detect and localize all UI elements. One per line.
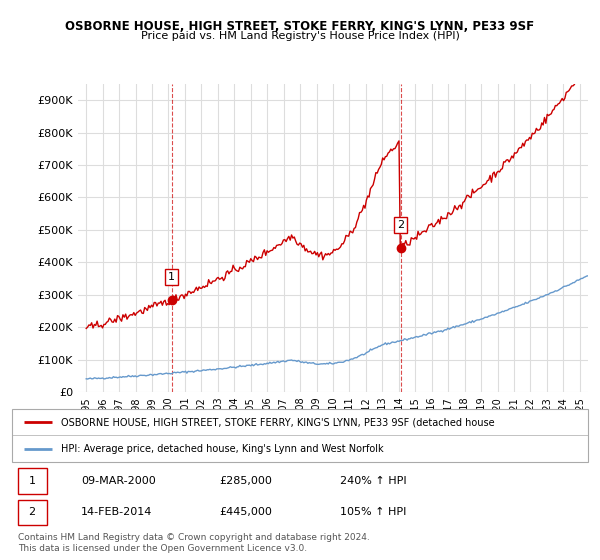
FancyBboxPatch shape: [12, 409, 588, 462]
FancyBboxPatch shape: [18, 500, 47, 525]
Text: £445,000: £445,000: [220, 507, 272, 517]
Text: 2: 2: [29, 507, 36, 517]
Text: OSBORNE HOUSE, HIGH STREET, STOKE FERRY, KING'S LYNN, PE33 9SF (detached house: OSBORNE HOUSE, HIGH STREET, STOKE FERRY,…: [61, 417, 494, 427]
Text: 09-MAR-2000: 09-MAR-2000: [81, 476, 156, 486]
Text: HPI: Average price, detached house, King's Lynn and West Norfolk: HPI: Average price, detached house, King…: [61, 444, 383, 454]
Text: £285,000: £285,000: [220, 476, 272, 486]
FancyBboxPatch shape: [18, 468, 47, 493]
Text: 2: 2: [397, 220, 404, 230]
Text: 240% ↑ HPI: 240% ↑ HPI: [340, 476, 407, 486]
Text: Contains HM Land Registry data © Crown copyright and database right 2024.
This d: Contains HM Land Registry data © Crown c…: [18, 533, 370, 553]
Text: OSBORNE HOUSE, HIGH STREET, STOKE FERRY, KING'S LYNN, PE33 9SF: OSBORNE HOUSE, HIGH STREET, STOKE FERRY,…: [65, 20, 535, 32]
Text: Price paid vs. HM Land Registry's House Price Index (HPI): Price paid vs. HM Land Registry's House …: [140, 31, 460, 41]
Text: 14-FEB-2014: 14-FEB-2014: [81, 507, 152, 517]
Text: 105% ↑ HPI: 105% ↑ HPI: [340, 507, 407, 517]
Text: 1: 1: [29, 476, 35, 486]
Text: 1: 1: [168, 272, 175, 282]
